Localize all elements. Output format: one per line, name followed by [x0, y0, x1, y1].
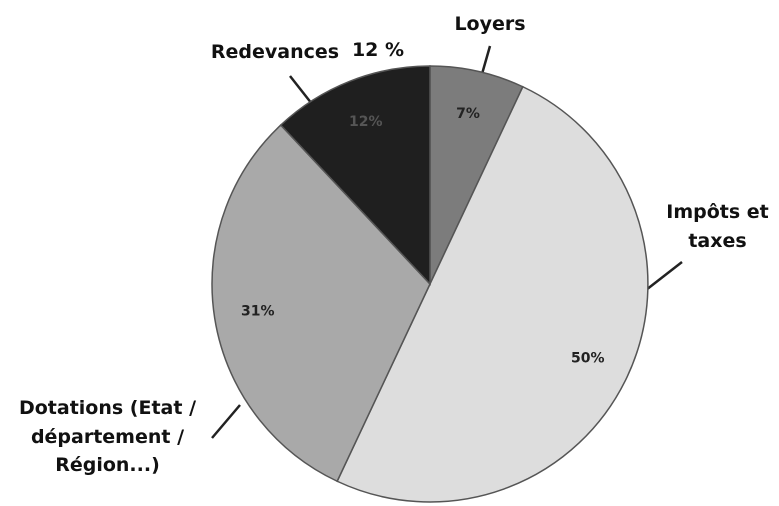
leader-line [645, 261, 683, 291]
leader-line [289, 75, 313, 105]
pie-slice [279, 65, 431, 286]
pie-slice [336, 85, 649, 503]
leader-lines [211, 45, 683, 439]
pie-slice [211, 124, 431, 483]
value-label: 12% [349, 114, 383, 130]
category-label: Redevances [210, 41, 340, 63]
leader-line [211, 404, 241, 439]
value-label: 31% [241, 303, 275, 319]
value-label: 7% [456, 106, 480, 122]
category-label: Loyers [454, 13, 526, 35]
category-label: Dotations (Etat / département / Région..… [18, 397, 197, 476]
leader-line [480, 45, 492, 75]
annotation: 12 % [351, 39, 405, 61]
category-label: Impôts et taxes [666, 201, 769, 252]
value-label: 50% [571, 350, 605, 366]
